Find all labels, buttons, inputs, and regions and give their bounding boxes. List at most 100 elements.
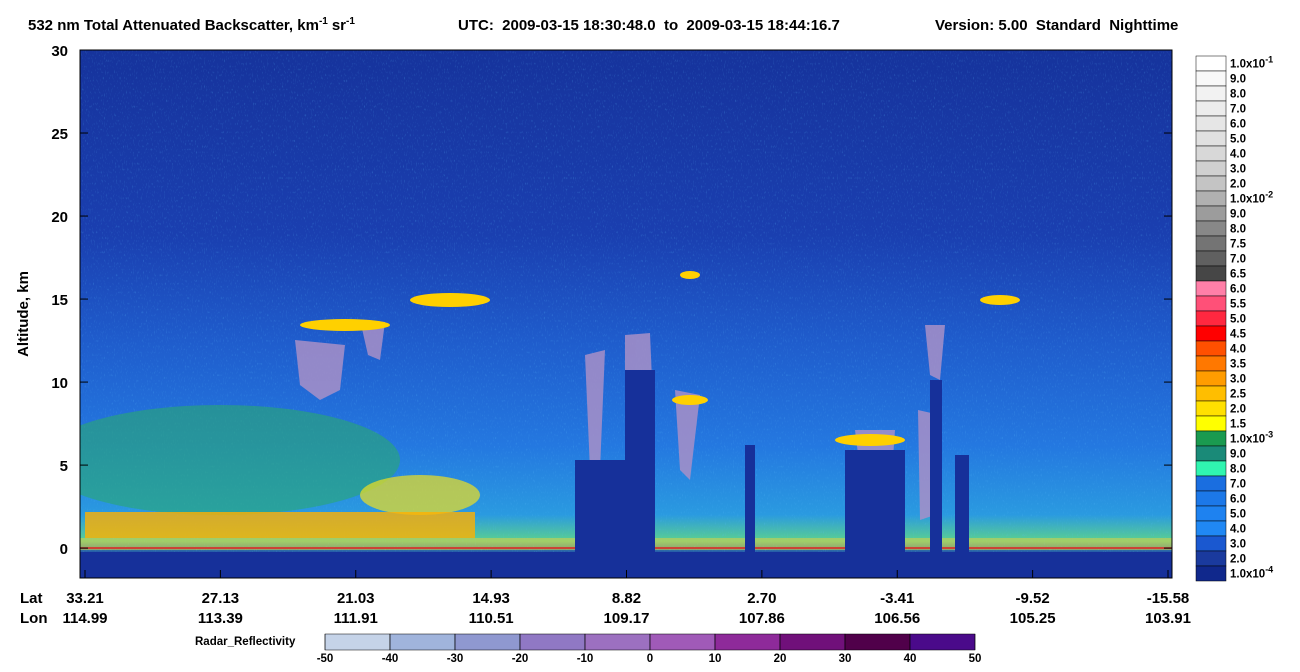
colorbar-label-base: 7.0: [1230, 104, 1246, 116]
radar-tick-label: 30: [839, 653, 852, 665]
curtain: [80, 50, 1172, 578]
colorbar-cell: [1195, 205, 1227, 222]
colorbar-label-sup: -3: [1265, 430, 1273, 440]
colorbar-cell: [1195, 235, 1227, 252]
colorbar-label: 5.0: [1230, 314, 1246, 326]
colorbar-label-base: 1.5: [1230, 419, 1247, 431]
cloud-shadows: [80, 370, 1172, 578]
title-sup: -1: [346, 16, 355, 27]
colorbar-label-base: 7.5: [1230, 239, 1247, 251]
title-sup: -1: [319, 16, 328, 27]
y-axis-label: Altitude, km: [15, 271, 32, 357]
colorbar-label: 1.0x10-2: [1230, 190, 1273, 206]
colorbar-label: 7.0: [1230, 479, 1246, 491]
colorbar-label: 3.0: [1230, 164, 1246, 176]
colorbar-label-base: 5.5: [1230, 299, 1247, 311]
colorbar-cell: [1195, 400, 1227, 417]
colorbar-cell: [1195, 70, 1227, 87]
colorbar-label-base: 6.0: [1230, 494, 1246, 506]
radar-tick-label: -20: [512, 653, 529, 665]
colorbar-label-base: 2.0: [1230, 404, 1246, 416]
lat-label: 14.93: [472, 590, 510, 607]
y-tick-label: 10: [51, 375, 68, 392]
chart-title: 532 nm Total Attenuated Backscatter, km-…: [28, 16, 355, 34]
colorbar-label: 3.0: [1230, 539, 1246, 551]
colorbar-cell: [1195, 55, 1227, 72]
colorbar-label: 1.0x10-3: [1230, 430, 1273, 446]
colorbar-label: 2.5: [1230, 389, 1247, 401]
colorbar-cell: [1195, 280, 1227, 297]
radar-tick-label: 40: [904, 653, 917, 665]
colorbar-label: 4.0: [1230, 149, 1246, 161]
lon-label: 113.39: [198, 610, 243, 627]
colorbar-cell: [1195, 535, 1227, 552]
radar-cell: [649, 633, 716, 651]
colorbar-cell: [1195, 415, 1227, 432]
colorbar-cell: [1195, 445, 1227, 462]
colorbar-cell: [1195, 505, 1227, 522]
colorbar-cell: [1195, 460, 1227, 477]
colorbar-label: 4.0: [1230, 524, 1246, 536]
colorbar-label-base: 7.0: [1230, 254, 1246, 266]
colorbar-label: 1.0x10-1: [1230, 55, 1273, 71]
colorbar-cell: [1195, 85, 1227, 102]
colorbar-cell: [1195, 490, 1227, 507]
lon-label: 109.17: [604, 610, 650, 627]
colorbar-cell: [1195, 100, 1227, 117]
colorbar-label: 4.0: [1230, 344, 1246, 356]
colorbar-label: 2.0: [1230, 554, 1246, 566]
colorbar-label-base: 8.0: [1230, 224, 1246, 236]
colorbar-label-base: 6.0: [1230, 119, 1246, 131]
colorbar-cell: [1195, 265, 1227, 282]
colorbar-label: 1.5: [1230, 419, 1247, 431]
colorbar-label-base: 6.0: [1230, 284, 1246, 296]
colorbar-label-base: 1.0x10: [1230, 194, 1265, 206]
colorbar-label-base: 3.0: [1230, 539, 1246, 551]
radar-cell: [519, 633, 586, 651]
version: Version: 5.00 Standard Nighttime: [935, 17, 1178, 34]
lat-label: 27.13: [202, 590, 240, 607]
radar-cell: [584, 633, 651, 651]
radar-cell: [454, 633, 521, 651]
colorbar-label-base: 3.5: [1230, 359, 1247, 371]
colorbar-label: 1.0x10-4: [1230, 565, 1273, 581]
colorbar-cell: [1195, 385, 1227, 402]
colorbar-label-base: 3.0: [1230, 374, 1246, 386]
colorbar-label: 2.0: [1230, 179, 1246, 191]
y-tick-label: 15: [51, 292, 68, 309]
x-row-label: Lat: [20, 590, 43, 607]
colorbar-label: 7.0: [1230, 104, 1246, 116]
x-row-label: Lon: [20, 610, 48, 627]
colorbar-label-base: 4.0: [1230, 149, 1246, 161]
colorbar-label: 8.0: [1230, 224, 1246, 236]
colorbar-label-base: 8.0: [1230, 89, 1246, 101]
lon-label: 105.25: [1010, 610, 1056, 627]
lon-label: 107.86: [739, 610, 785, 627]
aerosol-layer: [85, 512, 475, 538]
colorbar-label-base: 5.0: [1230, 509, 1246, 521]
colorbar-cell: [1195, 160, 1227, 177]
lat-label: 33.21: [66, 590, 104, 607]
lat-label: -3.41: [880, 590, 914, 607]
colorbar-label-base: 3.0: [1230, 164, 1246, 176]
colorbar-cell: [1195, 520, 1227, 537]
radar-tick-label: 20: [774, 653, 787, 665]
colorbar-label: 6.5: [1230, 269, 1247, 281]
colorbar-label-base: 1.0x10: [1230, 434, 1265, 446]
lat-label: -9.52: [1016, 590, 1050, 607]
colorbar-cell: [1195, 475, 1227, 492]
radar-cell: [844, 633, 911, 651]
lon-label: 106.56: [874, 610, 920, 627]
colorbar-label: 9.0: [1230, 74, 1246, 86]
colorbar-label-base: 6.5: [1230, 269, 1247, 281]
colorbar-label-base: 7.0: [1230, 479, 1246, 491]
colorbar-label-sup: -4: [1265, 565, 1273, 575]
colorbar-label: 6.0: [1230, 284, 1246, 296]
colorbar-label-base: 2.5: [1230, 389, 1247, 401]
colorbar-cell: [1195, 145, 1227, 162]
colorbar-cell: [1195, 370, 1227, 387]
colorbar-label-base: 9.0: [1230, 74, 1246, 86]
radar-cell: [779, 633, 846, 651]
colorbar-label: 5.0: [1230, 509, 1246, 521]
